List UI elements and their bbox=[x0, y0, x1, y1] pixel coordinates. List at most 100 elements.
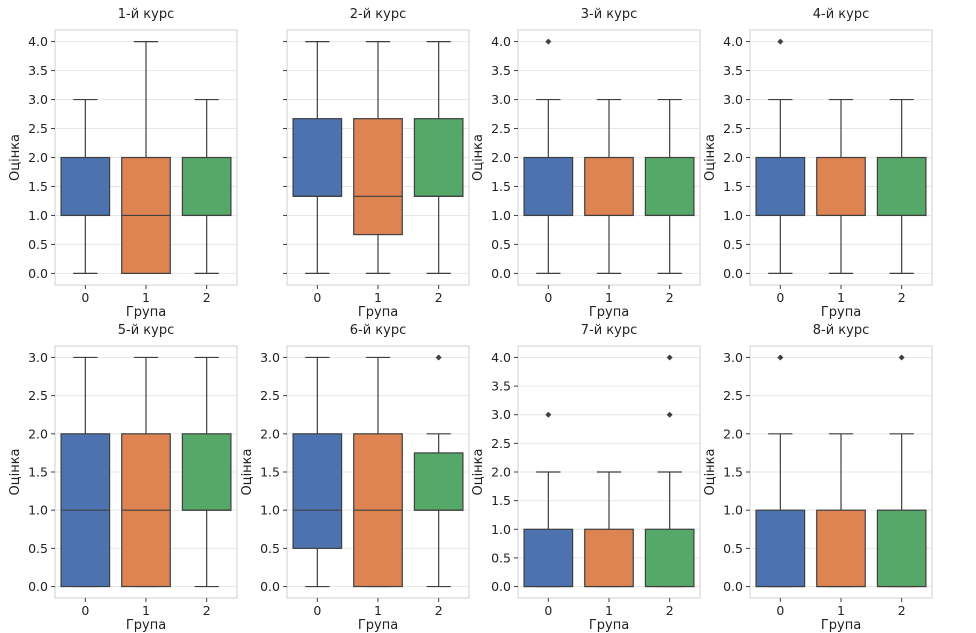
y-tick-label: 1.0 bbox=[28, 503, 48, 518]
y-tick-label: 0.0 bbox=[723, 579, 743, 594]
y-tick-label: 3.5 bbox=[491, 379, 511, 394]
x-tick-label: 2 bbox=[435, 290, 443, 305]
chart-title: 4-й курс bbox=[813, 7, 870, 22]
y-tick-label: 1.5 bbox=[28, 465, 48, 480]
y-tick-label: 2.5 bbox=[491, 436, 511, 451]
y-tick-label: 1.5 bbox=[491, 493, 511, 508]
chart-title: 1-й курс bbox=[118, 7, 175, 22]
y-tick-label: 2.0 bbox=[260, 426, 280, 441]
box-iqr bbox=[292, 433, 343, 549]
y-axis-label: Оцінка bbox=[471, 134, 486, 181]
box-group-1 bbox=[121, 356, 171, 588]
box-iqr bbox=[584, 156, 634, 217]
y-tick-label: 0.0 bbox=[28, 579, 48, 594]
box-group-1 bbox=[816, 98, 866, 275]
x-tick-label: 1 bbox=[605, 290, 613, 305]
x-tick-label: 1 bbox=[374, 603, 382, 618]
x-tick-label: 0 bbox=[81, 603, 89, 618]
box-iqr bbox=[755, 509, 806, 588]
box-iqr bbox=[816, 509, 866, 588]
chart-title: 3-й курс bbox=[581, 7, 638, 22]
y-tick-label: 4.0 bbox=[491, 350, 511, 365]
y-tick-label: 0.5 bbox=[491, 237, 511, 252]
x-tick-label: 2 bbox=[666, 290, 674, 305]
box-iqr bbox=[413, 118, 464, 197]
y-tick-label: 3.5 bbox=[723, 63, 743, 78]
chart-panel-5: 0.0 0.5 1.0 1.5 2.0 2.5 3.0 0 1 2 5-й курс Група Оці… bbox=[8, 323, 238, 633]
y-tick-label: 0.5 bbox=[491, 550, 511, 565]
y-tick-label: 2.0 bbox=[491, 150, 511, 165]
box-iqr bbox=[755, 156, 806, 217]
box-group-2 bbox=[181, 98, 232, 275]
y-tick-label: 1.5 bbox=[260, 465, 280, 480]
y-tick-label: 0.5 bbox=[723, 237, 743, 252]
y-tick-label: 0.0 bbox=[260, 579, 280, 594]
chart-panel-6: 0.0 0.5 1.0 1.5 2.0 2.5 3.0 0 1 2 6-й курс Група Оці… bbox=[240, 323, 470, 633]
box-group-1 bbox=[584, 98, 634, 275]
y-tick-label: 3.5 bbox=[491, 63, 511, 78]
chart-title: 8-й курс bbox=[813, 323, 870, 338]
box-iqr bbox=[181, 156, 232, 217]
x-tick-label: 0 bbox=[544, 290, 552, 305]
y-tick-label: 1.0 bbox=[28, 208, 48, 223]
y-tick-label: 0.5 bbox=[28, 541, 48, 556]
box-iqr bbox=[816, 156, 866, 217]
chart-panel-4: 0.0 0.5 1.0 1.5 2.0 2.5 3.0 3.5 4.0 0 1 2 4-й курс Гр… bbox=[703, 7, 933, 320]
y-tick-label: 0.0 bbox=[723, 266, 743, 281]
box-group-2 bbox=[181, 356, 232, 588]
chart-panel-8: 0.0 0.5 1.0 1.5 2.0 2.5 3.0 0 1 2 8-й курс Група Оці… bbox=[703, 323, 933, 633]
y-tick-label: 2.0 bbox=[28, 426, 48, 441]
x-axis-label: Група bbox=[126, 305, 166, 320]
y-tick-label: 3.0 bbox=[491, 407, 511, 422]
box-group-1 bbox=[121, 40, 171, 275]
y-axis-label: Оцінка bbox=[8, 134, 23, 181]
x-tick-label: 1 bbox=[837, 603, 845, 618]
x-tick-label: 0 bbox=[313, 603, 321, 618]
box-iqr bbox=[584, 528, 634, 588]
outlier-point bbox=[666, 354, 673, 361]
x-tick-label: 0 bbox=[776, 603, 784, 618]
y-tick-label: 3.0 bbox=[28, 92, 48, 107]
chart-panel-3: 0.0 0.5 1.0 1.5 2.0 2.5 3.0 3.5 4.0 0 1 2 3-й курс Гр… bbox=[471, 7, 701, 320]
outlier-point bbox=[545, 38, 552, 45]
y-tick-label: 2.5 bbox=[723, 121, 743, 136]
chart-title: 6-й курс bbox=[350, 323, 407, 338]
y-tick-label: 1.0 bbox=[723, 503, 743, 518]
box-iqr bbox=[292, 118, 343, 197]
box-group-0 bbox=[292, 40, 343, 275]
y-tick-label: 4.0 bbox=[28, 34, 48, 49]
y-tick-label: 1.5 bbox=[723, 465, 743, 480]
y-tick-label: 2.5 bbox=[491, 121, 511, 136]
y-tick-label: 0.5 bbox=[28, 237, 48, 252]
x-axis-label: Група bbox=[589, 618, 629, 633]
outlier-point bbox=[545, 411, 552, 418]
y-tick-label: 3.5 bbox=[28, 63, 48, 78]
x-tick-label: 1 bbox=[837, 290, 845, 305]
x-tick-label: 0 bbox=[313, 290, 321, 305]
box-iqr bbox=[876, 509, 927, 588]
y-tick-label: 4.0 bbox=[723, 34, 743, 49]
box-iqr bbox=[523, 528, 574, 588]
box-group-2 bbox=[644, 354, 695, 588]
y-tick-label: 0.5 bbox=[260, 541, 280, 556]
box-group-2 bbox=[876, 354, 927, 588]
y-tick-label: 1.0 bbox=[723, 208, 743, 223]
chart-title: 2-й курс bbox=[350, 7, 407, 22]
chart-panel-7: 0.0 0.5 1.0 1.5 2.0 2.5 3.0 3.5 4.0 0 1 2 7-й курс Гр… bbox=[471, 323, 701, 633]
x-tick-label: 2 bbox=[203, 290, 211, 305]
y-axis-label: Оцінка bbox=[703, 134, 718, 181]
y-tick-label: 0.0 bbox=[491, 579, 511, 594]
x-tick-label: 2 bbox=[435, 603, 443, 618]
box-iqr bbox=[876, 156, 927, 217]
y-axis-label: Оцінка bbox=[703, 448, 718, 495]
x-axis-label: Група bbox=[358, 618, 398, 633]
box-group-0 bbox=[60, 98, 111, 275]
y-tick-label: 2.5 bbox=[260, 388, 280, 403]
box-iqr bbox=[413, 452, 464, 511]
box-group-0 bbox=[755, 38, 806, 275]
box-group-0 bbox=[755, 354, 806, 588]
outlier-point bbox=[435, 354, 442, 361]
x-tick-label: 2 bbox=[666, 603, 674, 618]
x-axis-label: Група bbox=[821, 618, 861, 633]
x-tick-label: 0 bbox=[81, 290, 89, 305]
